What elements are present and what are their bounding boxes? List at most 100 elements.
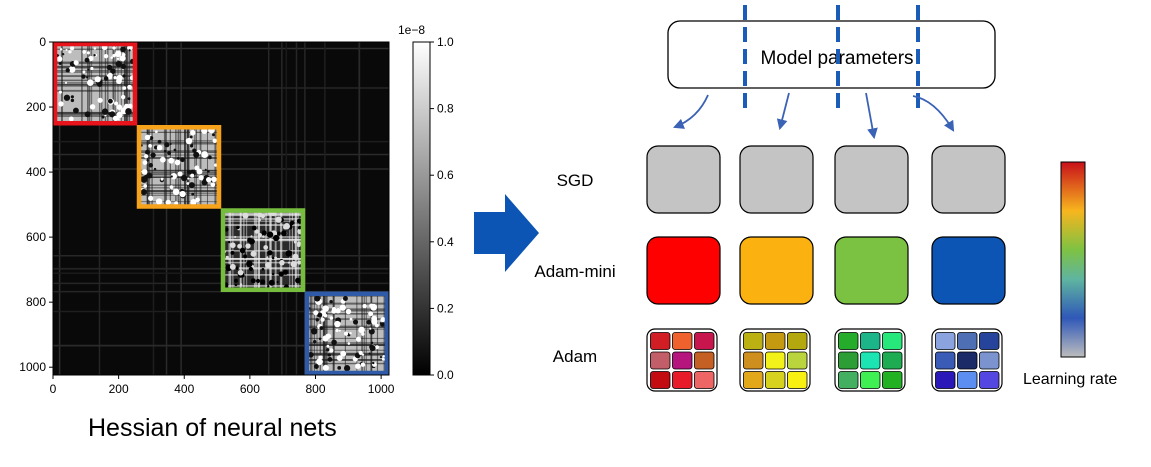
partition-arrow: [672, 94, 709, 129]
block-texture: [282, 269, 289, 275]
block-texture: [173, 148, 177, 152]
block-texture: [296, 243, 301, 248]
block-texture: [61, 52, 65, 56]
block-texture: [101, 115, 105, 119]
parameter-cell: [935, 371, 956, 389]
block-texture: [345, 308, 352, 315]
block-texture: [64, 81, 68, 84]
block-texture: [72, 107, 79, 114]
parameter-cell: [838, 351, 859, 370]
block-texture: [191, 192, 195, 196]
heatmap-blocks: [52, 41, 390, 376]
optimizer-label: Adam-mini: [534, 262, 615, 281]
parameter-cell: [979, 371, 1000, 389]
block-texture: [335, 307, 341, 314]
block-texture: [144, 149, 150, 155]
block-texture: [84, 57, 90, 63]
block-texture: [112, 53, 116, 58]
block-texture: [362, 303, 367, 309]
block-texture: [261, 215, 264, 218]
block-texture: [196, 168, 203, 175]
parameter-cell: [979, 332, 1000, 350]
block-texture: [198, 174, 204, 181]
heatmap-x-axis: 0 200 400 600 800 1000: [50, 375, 395, 396]
parameter-cell: [957, 371, 978, 389]
block-texture: [273, 234, 280, 242]
block-texture: [127, 97, 131, 101]
block-texture: [103, 76, 109, 81]
block-texture: [207, 155, 212, 160]
block-texture: [331, 306, 337, 312]
block-texture: [179, 190, 186, 198]
block-texture: [368, 328, 375, 335]
block-texture: [292, 253, 299, 260]
block-texture: [192, 148, 197, 153]
x-tick-label: 1000: [368, 382, 395, 396]
block-texture: [70, 98, 75, 103]
partition-arrow: [865, 92, 878, 140]
block-texture: [355, 363, 361, 370]
block-texture: [114, 50, 122, 58]
block-texture: [125, 108, 132, 115]
block-texture: [370, 341, 374, 345]
block-texture: [339, 304, 346, 311]
block-texture: [150, 152, 156, 158]
block-texture: [63, 94, 71, 101]
block-texture: [313, 340, 317, 344]
colorbar-exponent: 1e−8: [398, 23, 425, 37]
y-tick-label: 1000: [19, 360, 46, 374]
block-texture: [337, 366, 342, 370]
colorbar-tick-label: 0.8: [437, 102, 454, 116]
block-texture: [289, 220, 294, 226]
learning-rate-colorbar: [1060, 161, 1086, 358]
partition-arrow: [912, 95, 955, 132]
block-texture: [148, 195, 154, 201]
parameter-cell: [979, 351, 1000, 370]
parameter-cell: [694, 332, 715, 350]
block-texture: [369, 327, 372, 330]
block-texture: [230, 250, 235, 255]
y-tick-label: 600: [26, 230, 46, 244]
block-texture: [370, 303, 378, 311]
block-texture: [143, 154, 149, 159]
block-texture: [375, 345, 379, 350]
block-texture: [119, 55, 126, 62]
block-texture: [329, 348, 334, 353]
block-texture: [120, 63, 127, 70]
block-texture: [319, 326, 324, 331]
block-texture: [347, 342, 351, 345]
block-texture: [156, 144, 163, 151]
block-texture: [322, 335, 329, 342]
block-texture: [229, 242, 236, 249]
block-texture: [211, 176, 217, 183]
block-texture: [68, 66, 76, 73]
block-texture: [97, 97, 103, 103]
block-texture: [263, 245, 269, 250]
block-texture: [112, 46, 116, 50]
block-texture: [140, 176, 148, 183]
block-texture: [267, 250, 273, 256]
block-texture: [176, 157, 180, 160]
hessian-block: [220, 208, 306, 292]
block-texture: [361, 332, 365, 336]
optimizer-label: Adam: [553, 347, 597, 366]
block-texture: [260, 279, 266, 285]
block-texture: [93, 54, 96, 57]
block-texture: [314, 295, 321, 302]
x-tick-label: 200: [109, 382, 129, 396]
block-texture: [190, 198, 197, 206]
block-texture: [234, 278, 238, 283]
block-outline: [136, 125, 222, 209]
block-texture: [247, 237, 252, 243]
colorbar-tick-label: 1.0: [437, 35, 454, 49]
block-texture: [239, 283, 243, 286]
block-texture: [379, 355, 383, 359]
block-texture: [283, 223, 291, 230]
parameter-cell: [882, 371, 903, 389]
parameter-cell: [882, 332, 903, 350]
parameter-cell: [957, 351, 978, 370]
block-texture: [257, 233, 263, 238]
block-outline: [220, 208, 306, 292]
block-texture: [177, 171, 183, 177]
block-texture: [181, 174, 188, 182]
